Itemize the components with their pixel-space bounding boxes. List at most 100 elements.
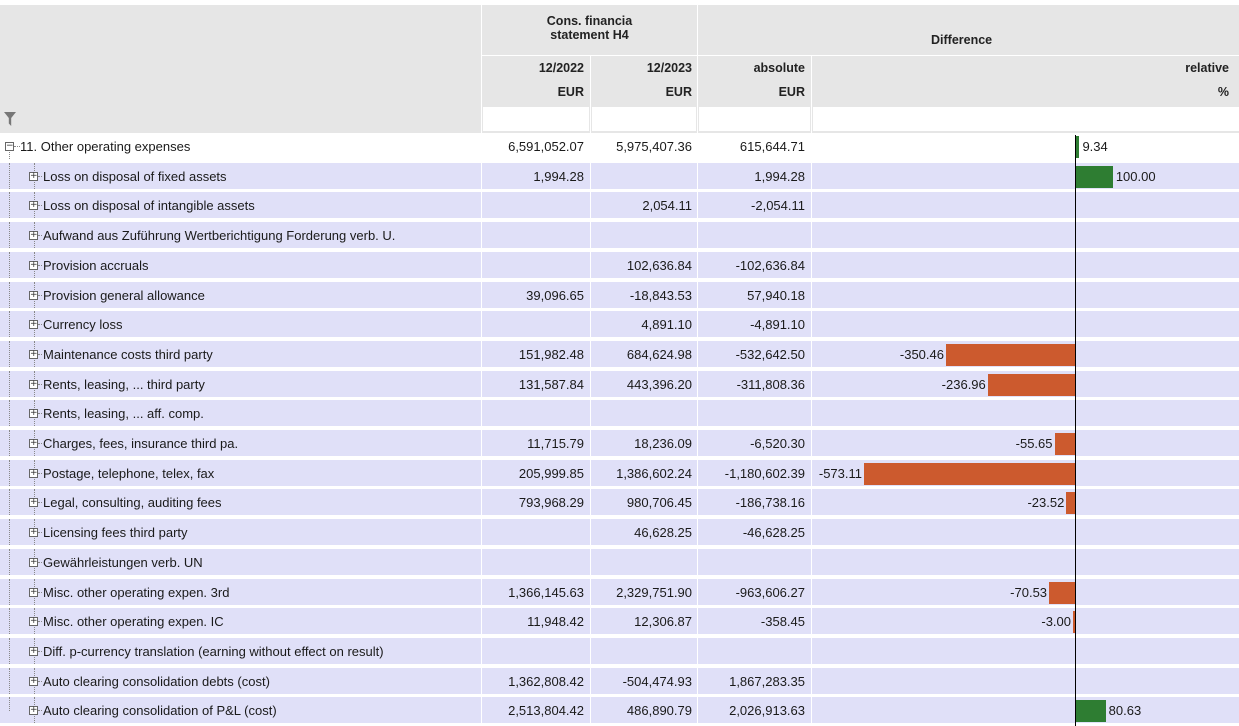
filter-cell-relative[interactable] <box>813 107 1239 131</box>
value-2023[interactable]: -18,843.53 <box>629 287 692 303</box>
table-row[interactable]: + Charges, fees, insurance third pa. 11,71… <box>0 430 1239 458</box>
expand-icon[interactable]: + <box>29 438 38 448</box>
value-2023[interactable]: 2,054.11 <box>642 198 692 214</box>
table-row[interactable]: + Misc. other operating expen. 3rd 1,366,1… <box>0 578 1239 607</box>
value-2022[interactable]: 6,591,052.07 <box>508 139 584 154</box>
table-row[interactable]: + Diff. p-currency translation (earning w… <box>0 637 1239 666</box>
value-absolute[interactable]: -186,738.16 <box>735 495 805 511</box>
value-2023[interactable]: 486,890.79 <box>626 703 692 719</box>
value-absolute[interactable]: -46,628.25 <box>742 525 805 541</box>
value-absolute[interactable]: -358.45 <box>760 614 805 630</box>
value-absolute[interactable]: -4,891.10 <box>750 317 805 333</box>
table-row[interactable]: + Loss on disposal of intangible assets 2,… <box>0 192 1239 221</box>
value-absolute[interactable] <box>698 638 805 666</box>
value-2023[interactable]: 102,636.84 <box>626 257 692 273</box>
value-2023[interactable]: 1,386,602.24 <box>616 465 692 481</box>
value-2022[interactable]: 11,948.42 <box>527 614 584 630</box>
value-2023[interactable]: 5,975,407.36 <box>616 139 692 154</box>
expand-icon[interactable]: + <box>29 497 38 508</box>
value-2023[interactable] <box>591 163 692 191</box>
value-2022[interactable] <box>482 192 584 220</box>
value-2023[interactable]: -504,474.93 <box>622 673 692 689</box>
value-absolute[interactable]: 57,940.18 <box>747 287 805 303</box>
collapse-icon[interactable]: − <box>5 141 14 151</box>
expand-icon[interactable]: + <box>29 705 38 716</box>
expand-icon[interactable]: + <box>29 289 38 300</box>
expand-icon[interactable]: + <box>29 200 38 211</box>
value-absolute[interactable] <box>698 549 805 577</box>
value-2022[interactable] <box>482 400 584 428</box>
expand-icon[interactable]: + <box>29 230 38 241</box>
table-row[interactable]: −11. Other operating expenses 6,591,052.0… <box>0 133 1239 161</box>
table-row[interactable]: + Auto clearing consolidation debts (cost… <box>0 667 1239 696</box>
expand-icon[interactable]: + <box>29 170 38 181</box>
value-absolute[interactable]: -6,520.30 <box>750 436 805 451</box>
table-row[interactable]: + Gewährleistungen verb. UN <box>0 548 1239 577</box>
value-2022[interactable]: 1,362,808.42 <box>508 673 584 689</box>
table-row[interactable]: + Provision general allowance 39,096.65 -18… <box>0 281 1239 310</box>
value-2023[interactable]: 12,306.87 <box>634 614 692 630</box>
value-absolute[interactable] <box>698 400 805 428</box>
filter-cell-2023[interactable] <box>592 107 696 131</box>
value-2023[interactable] <box>591 222 692 250</box>
value-absolute[interactable] <box>698 222 805 250</box>
table-row[interactable]: + Legal, consulting, auditing fees 793,968… <box>0 489 1239 518</box>
value-absolute[interactable]: -102,636.84 <box>735 257 805 273</box>
expand-icon[interactable]: + <box>29 467 38 478</box>
header-col-2022[interactable]: 12/2022 <box>482 56 590 80</box>
expand-icon[interactable]: + <box>29 616 38 627</box>
table-row[interactable]: + Maintenance costs third party 151,982.48… <box>0 340 1239 369</box>
value-2022[interactable]: 11,715.79 <box>527 436 584 451</box>
value-2023[interactable]: 2,329,751.90 <box>616 584 692 600</box>
expand-icon[interactable]: + <box>29 527 38 538</box>
value-absolute[interactable]: -311,808.36 <box>736 376 805 392</box>
value-absolute[interactable]: 2,026,913.63 <box>729 703 805 719</box>
header-col-2023[interactable]: 12/2023 <box>591 56 697 80</box>
value-2023[interactable]: 684,624.98 <box>626 346 692 362</box>
value-absolute[interactable]: 615,644.71 <box>739 139 805 154</box>
value-absolute[interactable]: -532,642.50 <box>735 346 805 362</box>
expand-icon[interactable]: + <box>29 319 38 330</box>
table-row[interactable]: + Misc. other operating expen. IC 11,948.4… <box>0 608 1239 637</box>
expand-icon[interactable]: + <box>29 586 38 597</box>
value-2022[interactable] <box>482 311 584 339</box>
expand-icon[interactable]: + <box>29 556 38 567</box>
value-2023[interactable]: 46,628.25 <box>634 525 692 541</box>
value-2023[interactable] <box>591 638 692 666</box>
expand-icon[interactable]: + <box>29 645 38 656</box>
table-row[interactable]: + Loss on disposal of fixed assets 1,994.2… <box>0 162 1239 191</box>
table-row[interactable]: + Currency loss 4,891.10 -4,891.10 <box>0 311 1239 340</box>
value-2022[interactable]: 131,587.84 <box>518 376 584 392</box>
table-row[interactable]: + Aufwand aus Zuführung Wertberichtigung … <box>0 222 1239 251</box>
table-row[interactable]: + Provision accruals 102,636.84 -102,636.84 <box>0 251 1239 280</box>
value-2023[interactable] <box>591 549 692 577</box>
expand-icon[interactable]: + <box>29 408 38 419</box>
value-absolute[interactable]: -2,054.11 <box>751 198 805 214</box>
table-row[interactable]: + Rents, leasing, ... third party 131,587.… <box>0 370 1239 399</box>
expand-icon[interactable]: + <box>29 378 38 389</box>
value-2022[interactable] <box>482 638 584 666</box>
value-2023[interactable]: 443,396.20 <box>626 376 692 392</box>
value-2023[interactable]: 4,891.10 <box>641 317 692 333</box>
value-2022[interactable]: 1,366,145.63 <box>508 584 584 600</box>
value-2022[interactable]: 205,999.85 <box>518 465 584 481</box>
value-2022[interactable] <box>482 222 584 250</box>
value-2023[interactable] <box>591 400 692 428</box>
funnel-icon[interactable] <box>4 112 16 126</box>
expand-icon[interactable]: + <box>29 348 38 359</box>
table-row[interactable]: + Licensing fees third party 46,628.25 -46,… <box>0 519 1239 548</box>
filter-cell-absolute[interactable] <box>699 107 810 131</box>
header-col-relative[interactable]: relative <box>812 56 1239 80</box>
value-absolute[interactable]: 1,867,283.35 <box>729 673 805 689</box>
value-absolute[interactable]: -1,180,602.39 <box>724 465 805 481</box>
expand-icon[interactable]: + <box>29 259 38 270</box>
value-2022[interactable]: 151,982.48 <box>518 346 584 362</box>
value-2022[interactable]: 1,994.28 <box>533 168 584 184</box>
value-2023[interactable]: 980,706.45 <box>626 495 692 511</box>
value-2023[interactable]: 18,236.09 <box>634 436 692 451</box>
value-2022[interactable] <box>482 549 584 577</box>
filter-cell-2022[interactable] <box>483 107 589 131</box>
value-2022[interactable] <box>482 252 584 280</box>
value-absolute[interactable]: -963,606.27 <box>735 584 805 600</box>
value-2022[interactable]: 39,096.65 <box>526 287 584 303</box>
